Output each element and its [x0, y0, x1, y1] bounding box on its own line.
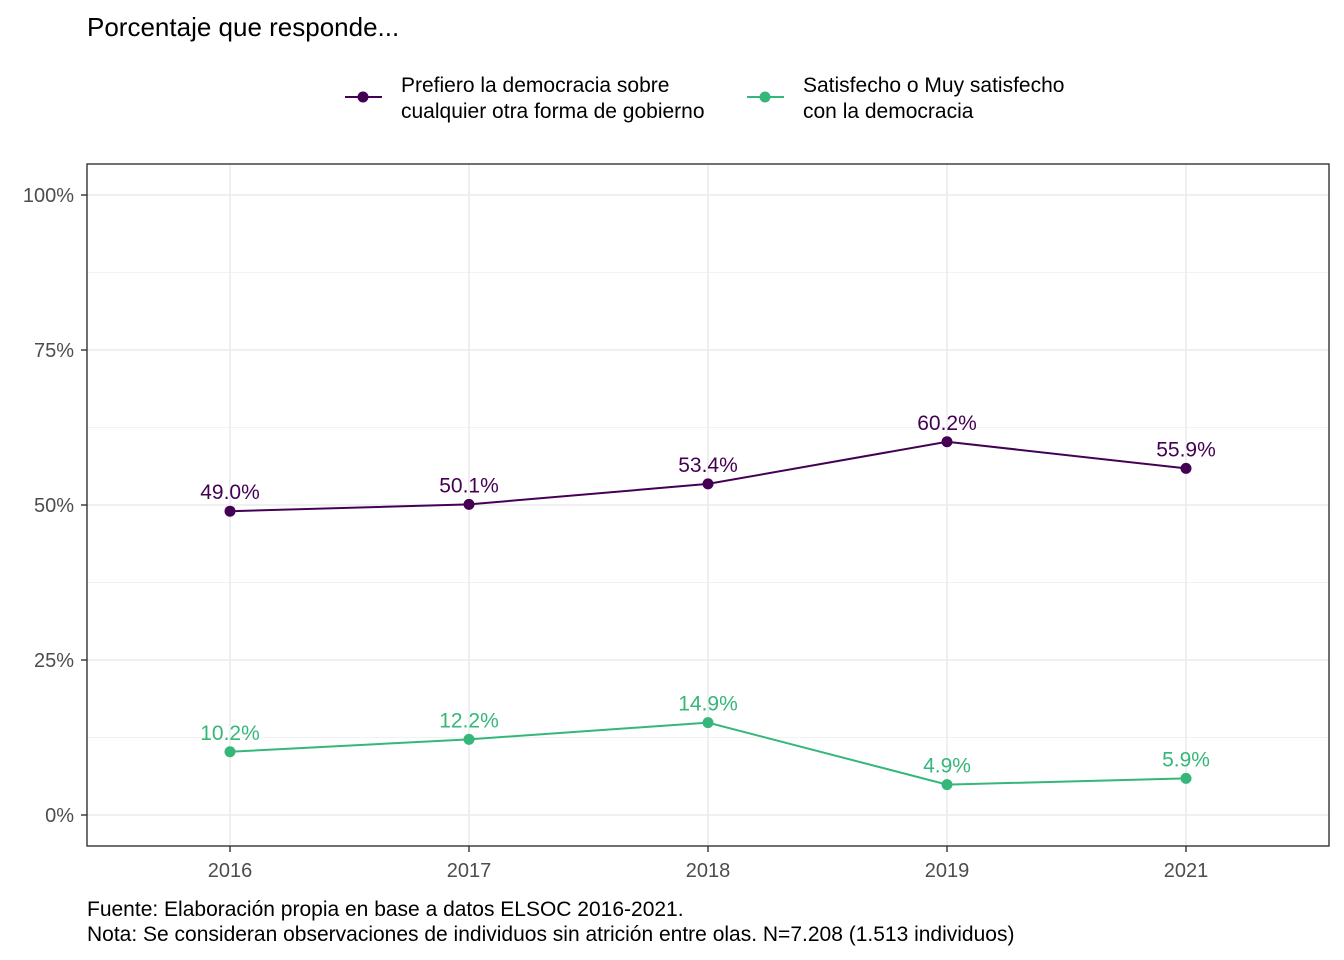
data-label-0-4: 55.9%: [1156, 438, 1216, 461]
data-label-1-3: 4.9%: [923, 755, 971, 778]
data-point-0-2: [702, 478, 714, 490]
data-point-1-2: [702, 717, 714, 729]
series-1: 10.2% 12.2% 14.9% 4.9% 5.9%: [200, 693, 1210, 791]
data-label-0-2: 53.4%: [678, 454, 738, 477]
data-point-1-0: [224, 746, 236, 758]
legend-label-1-line-1: Satisfecho o Muy satisfecho: [803, 74, 1064, 97]
series-0: 49.0% 50.1% 53.4% 60.2% 55.9%: [200, 412, 1216, 517]
data-point-0-3: [941, 436, 953, 448]
caption-source: Fuente: Elaboración propia en base a dat…: [87, 898, 684, 921]
data-point-1-4: [1180, 772, 1192, 784]
x-tick-label-4: 2021: [1164, 860, 1209, 882]
y-tick-label-3: 75%: [34, 340, 74, 362]
data-point-1-1: [463, 733, 475, 745]
x-tick-label-2: 2018: [686, 860, 731, 882]
data-label-0-1: 50.1%: [439, 474, 499, 497]
x-tick-label-0: 2016: [208, 860, 253, 882]
legend-label-0-line-1: Prefiero la democracia sobre: [401, 74, 669, 97]
grid: [87, 164, 1329, 846]
data-point-1-3: [941, 779, 953, 791]
data-label-1-0: 10.2%: [200, 722, 260, 745]
chart-title: Porcentaje que responde...: [87, 12, 399, 42]
axes: 0% 25% 50% 75% 100% 2016 2017 2018 2019 2021: [23, 185, 1208, 882]
data-label-0-3: 60.2%: [917, 412, 977, 435]
legend: Prefiero la democracia sobre cualquier o…: [345, 74, 1064, 123]
legend-label-0-line-2: cualquier otra forma de gobierno: [401, 100, 705, 123]
caption-note: Nota: Se consideran observaciones de ind…: [87, 923, 1014, 946]
data-label-1-1: 12.2%: [439, 709, 499, 732]
data-label-1-4: 5.9%: [1162, 748, 1210, 771]
data-label-0-0: 49.0%: [200, 481, 260, 504]
data-label-1-2: 14.9%: [678, 693, 738, 716]
y-tick-label-1: 25%: [34, 650, 74, 672]
legend-item-1: Satisfecho o Muy satisfecho con la democ…: [747, 74, 1064, 123]
legend-key-point-1: [759, 91, 771, 103]
y-tick-label-4: 100%: [23, 185, 74, 207]
series-layer: 49.0% 50.1% 53.4% 60.2% 55.9% 10.2% 12.2% 14.9%…: [200, 412, 1216, 791]
y-tick-label-0: 0%: [45, 805, 74, 827]
data-point-0-0: [224, 505, 236, 517]
legend-label-1-line-2: con la democracia: [803, 100, 974, 123]
legend-item-0: Prefiero la democracia sobre cualquier o…: [345, 74, 705, 123]
data-point-0-4: [1180, 462, 1192, 474]
y-tick-label-2: 50%: [34, 495, 74, 517]
data-point-0-1: [463, 498, 475, 510]
x-tick-label-3: 2019: [925, 860, 970, 882]
legend-key-point-0: [357, 91, 369, 103]
x-tick-label-1: 2017: [447, 860, 492, 882]
